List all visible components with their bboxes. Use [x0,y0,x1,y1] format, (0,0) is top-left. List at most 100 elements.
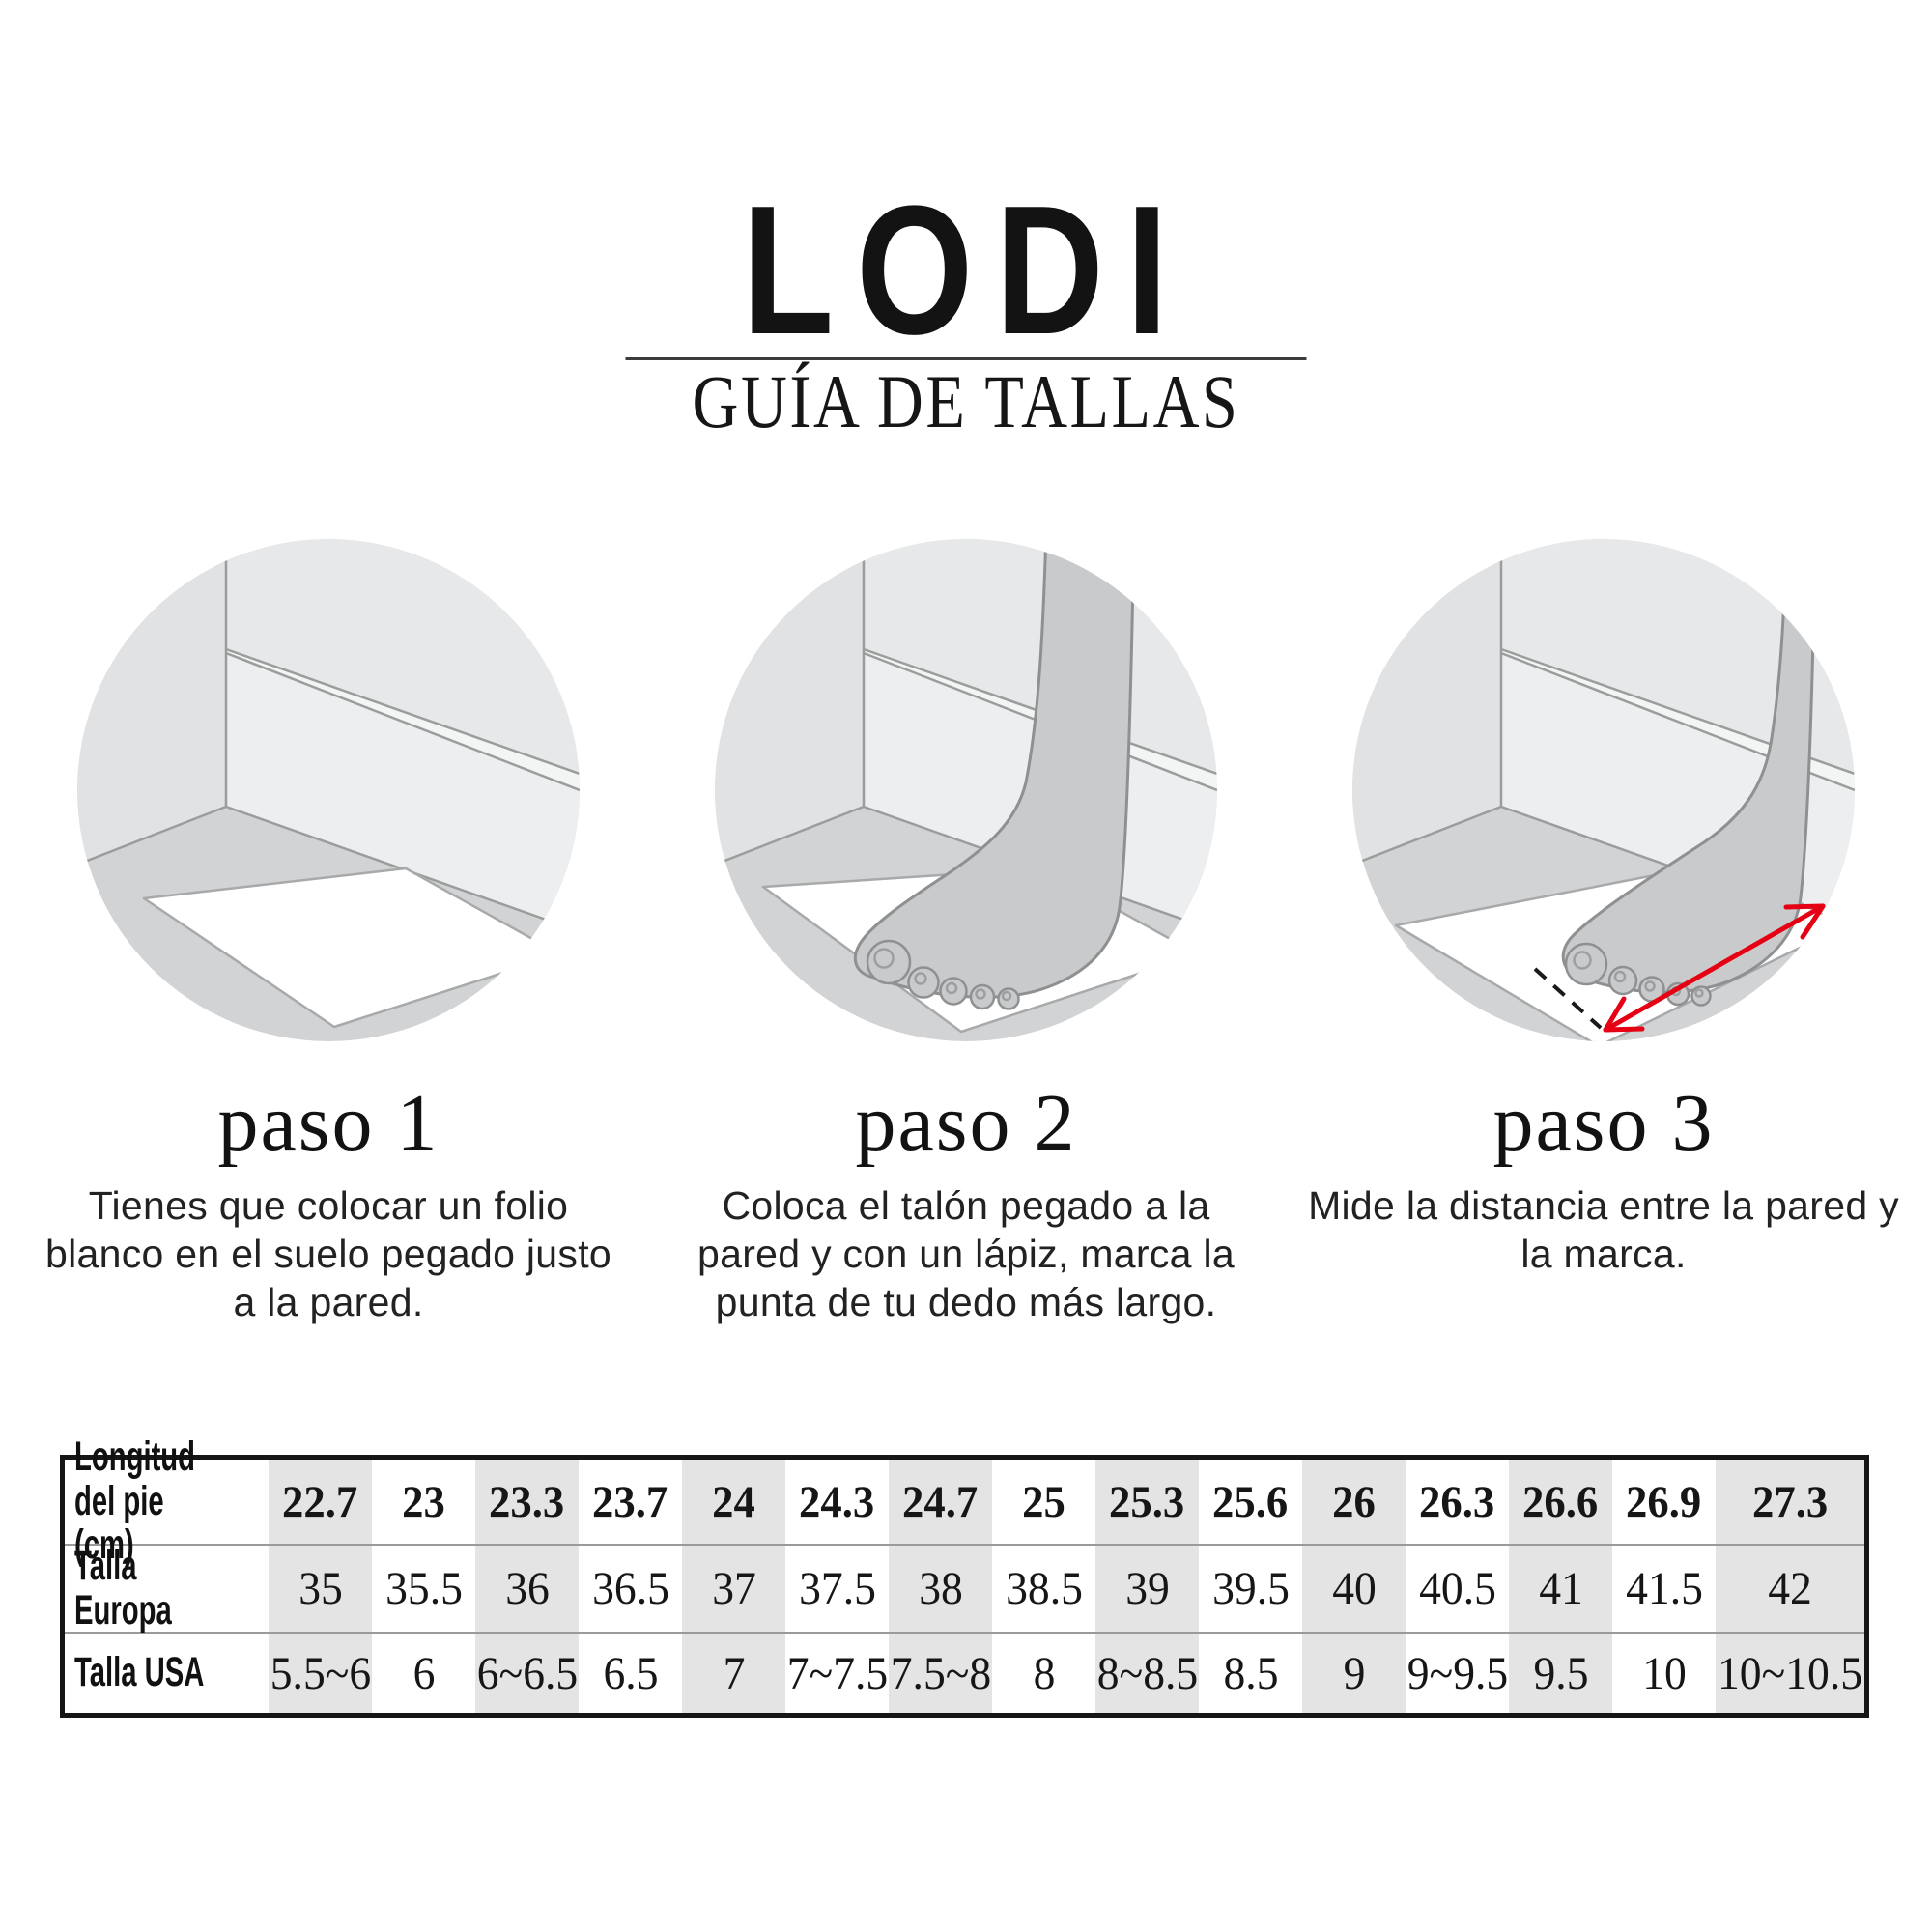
size-cell-us-10: 9 [1302,1632,1406,1713]
size-cell-cm-7: 25 [992,1460,1095,1544]
size-cell-us-13: 10 [1612,1632,1716,1713]
size-value: 37.5 [798,1563,876,1614]
size-cell-us-2: 6~6.5 [475,1632,579,1713]
size-cell-cm-4: 24 [682,1460,785,1544]
size-value: 9 [1343,1647,1365,1699]
row-header-eu: Talla Europa [65,1544,269,1632]
size-cell-us-8: 8~8.5 [1095,1632,1199,1713]
size-cell-us-0: 5.5~6 [269,1632,372,1713]
size-cell-cm-5: 24.3 [785,1460,889,1544]
step-description: Mide la distancia entre la pared y la ma… [1308,1183,1899,1276]
size-value: 27.3 [1751,1476,1829,1527]
size-cell-eu-9: 39.5 [1199,1544,1302,1632]
step-title: paso 3 [1492,1078,1715,1168]
size-value: 5.5~6 [270,1647,371,1699]
size-value: 7~7.5 [786,1647,888,1699]
size-value: 24.3 [799,1476,875,1527]
size-value: 26.6 [1522,1476,1599,1527]
size-value: 23.3 [489,1476,565,1527]
foot-illustration [1561,539,1817,1007]
step-description: Coloca el talón pegado a la pared y con … [697,1183,1235,1324]
size-value: 36 [504,1563,550,1614]
size-value: 8~8.5 [1096,1647,1198,1699]
row-header-label: Longitud del pie (cm) [74,1434,196,1569]
size-value: 22.7 [282,1476,358,1527]
paper-next-to-wall-icon [77,539,580,1041]
size-cell-us-1: 6 [372,1632,475,1713]
size-cell-cm-9: 25.6 [1199,1460,1302,1544]
size-cell-cm-10: 26 [1302,1460,1406,1544]
size-value: 35.5 [384,1563,463,1614]
size-cell-eu-12: 41 [1509,1544,1612,1632]
size-value: 37 [711,1563,756,1614]
size-value: 6~6.5 [476,1647,578,1699]
size-value: 23 [402,1476,445,1527]
size-value: 26.3 [1419,1476,1495,1527]
size-cell-us-3: 6.5 [579,1632,682,1713]
size-value: 36.5 [591,1563,669,1614]
title-divider [625,357,1307,360]
row-header-us: Talla USA [65,1632,269,1713]
size-cell-cm-2: 23.3 [475,1460,579,1544]
size-value: 26 [1332,1476,1376,1527]
size-cell-cm-1: 23 [372,1460,475,1544]
foot-illustration [853,539,1136,1010]
page-subtitle: GUÍA DE TALLAS [692,359,1240,443]
size-value: 10 [1641,1647,1687,1699]
size-value: 8 [1033,1647,1055,1699]
size-cell-eu-0: 35 [269,1544,372,1632]
size-cell-eu-4: 37 [682,1544,785,1632]
size-cell-eu-5: 37.5 [785,1544,889,1632]
step-3: paso 3 Mide la distancia entre la pared … [1308,539,1899,1278]
step-2: paso 2 Coloca el talón pegado a la pared… [697,539,1235,1326]
row-header-label: Talla USA [74,1649,205,1696]
row-header-label: Talla Europa [74,1542,172,1634]
size-cell-cm-0: 22.7 [269,1460,372,1544]
size-value: 25.3 [1109,1476,1185,1527]
size-cell-eu-13: 41.5 [1612,1544,1716,1632]
size-cell-eu-10: 40 [1302,1544,1406,1632]
size-value: 38.5 [1005,1563,1083,1614]
size-value: 9~9.5 [1406,1647,1508,1699]
paper-sheet [142,867,562,1029]
size-cell-cm-13: 26.9 [1612,1460,1716,1544]
brand-title: LODI [741,168,1190,373]
size-value: 35 [298,1563,343,1614]
size-cell-us-5: 7~7.5 [785,1632,889,1713]
row-header-cm: Longitud del pie (cm) [65,1435,269,1567]
size-value: 39 [1124,1563,1170,1614]
size-cell-eu-6: 38 [889,1544,992,1632]
size-cell-eu-8: 39 [1095,1544,1199,1632]
size-cell-eu-7: 38.5 [992,1544,1095,1632]
size-cell-us-11: 9~9.5 [1406,1632,1509,1713]
size-cell-us-4: 7 [682,1632,785,1713]
size-cell-cm-8: 25.3 [1095,1460,1199,1544]
size-value: 40.5 [1418,1563,1496,1614]
size-cell-eu-11: 40.5 [1406,1544,1509,1632]
foot-on-paper-icon [715,539,1217,1041]
size-value: 38 [918,1563,963,1614]
size-value: 41.5 [1625,1563,1703,1614]
step-1: paso 1 Tienes que colocar un folio blanc… [45,539,611,1326]
measure-double-arrow [1603,903,1826,1033]
size-value: 25.6 [1212,1476,1289,1527]
size-value: 8.5 [1223,1647,1278,1699]
size-cell-us-12: 9.5 [1509,1632,1612,1713]
size-table: Longitud del pie (cm) 22.7 23 23.3 23.7 24 24.… [60,1435,1869,1718]
size-value: 25 [1022,1476,1065,1527]
size-value: 7.5~8 [890,1647,991,1699]
size-cell-cm-6: 24.7 [889,1460,992,1544]
size-value: 39.5 [1211,1563,1290,1614]
size-cell-cm-3: 23.7 [579,1460,682,1544]
step-description: Tienes que colocar un folio blanco en el… [44,1183,612,1324]
step-title: paso 2 [855,1078,1077,1168]
size-value: 7 [723,1647,745,1699]
size-value: 10~10.5 [1717,1647,1863,1699]
size-cell-eu-1: 35.5 [372,1544,475,1632]
size-cell-eu-14: 42 [1716,1544,1864,1632]
size-cell-us-6: 7.5~8 [889,1632,992,1713]
size-value: 6.5 [603,1647,658,1699]
step-title: paso 1 [217,1078,440,1168]
size-cell-cm-11: 26.3 [1406,1460,1509,1544]
